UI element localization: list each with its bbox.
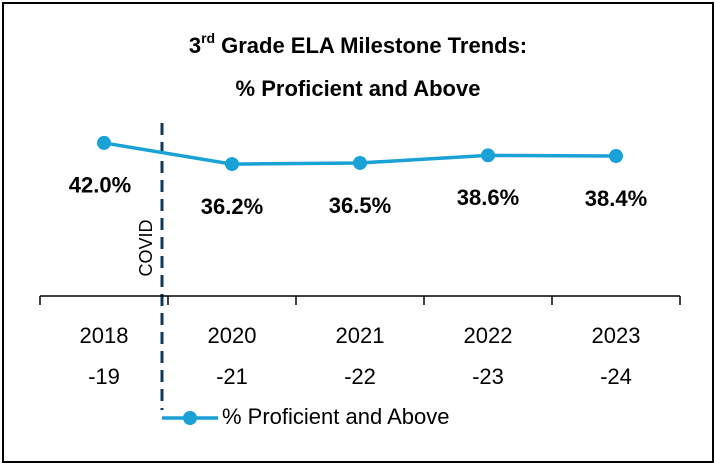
x-tick-label: 2022	[464, 323, 513, 348]
x-tick-label: 2020	[208, 323, 257, 348]
title-line1: Grade ELA Milestone Trends:	[221, 33, 527, 58]
data-point	[353, 155, 367, 170]
x-tick-label: -19	[88, 364, 120, 389]
x-tick-label: -24	[600, 364, 632, 389]
data-label: 36.5%	[329, 193, 391, 218]
x-tick-label: 2018	[80, 323, 129, 348]
data-label: 42.0%	[69, 173, 131, 198]
x-tick-label: 2023	[592, 323, 641, 348]
covid-annotation: COVID	[136, 219, 156, 276]
data-point	[225, 157, 239, 172]
x-tick-label: 2021	[336, 323, 385, 348]
data-point	[481, 148, 495, 163]
data-point	[97, 135, 111, 150]
data-label: 36.2%	[201, 194, 263, 219]
x-tick-label: -23	[472, 364, 504, 389]
x-tick-label: -22	[344, 364, 376, 389]
title-suffix: rd	[201, 30, 215, 46]
legend-marker	[183, 411, 197, 425]
data-label: 38.6%	[457, 185, 519, 210]
chart-subtitle: % Proficient and Above	[236, 76, 481, 101]
data-label: 38.4%	[585, 186, 647, 211]
data-point	[609, 149, 623, 164]
legend-label: % Proficient and Above	[222, 404, 449, 429]
x-tick-label: -21	[216, 364, 248, 389]
chart-title: 3rd Grade ELA Milestone Trends:	[189, 30, 527, 58]
title-number: 3	[189, 33, 201, 58]
